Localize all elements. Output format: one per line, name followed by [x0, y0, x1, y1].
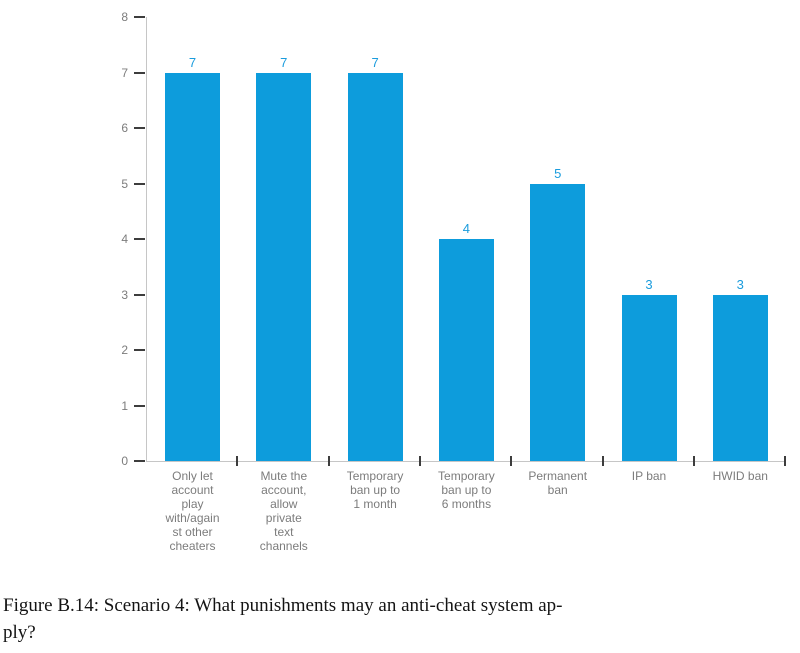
- y-axis-tick: [134, 460, 145, 462]
- bar-value-label: 7: [188, 54, 197, 70]
- y-axis-tick: [134, 238, 145, 240]
- category-boundary-tick: [510, 456, 513, 466]
- x-category-label: Temporary ban up to 1 month: [346, 469, 404, 511]
- y-axis-tick: [134, 293, 145, 296]
- y-axis-tick: [134, 349, 145, 351]
- y-axis-label: 5: [121, 176, 128, 191]
- y-axis-label: 6: [121, 121, 128, 135]
- bar: [438, 239, 494, 461]
- bar: [530, 183, 586, 461]
- x-axis-line: [146, 461, 786, 462]
- x-category-label: Temporary ban up to 6 months: [438, 469, 495, 511]
- bar-value-label: 7: [371, 54, 379, 70]
- category-boundary-tick: [601, 456, 604, 466]
- y-axis-label: 3: [121, 287, 128, 302]
- bar: [621, 294, 677, 461]
- bar-value-label: 3: [736, 276, 744, 292]
- y-axis-label: 8: [121, 10, 128, 24]
- bar-value-label: 7: [280, 54, 288, 70]
- y-axis-label: 0: [121, 454, 128, 468]
- bar-chart: 0 1 2 3 4 5 6 7 8 7 Only let account play with/aga…: [121, 10, 787, 553]
- y-axis-tick: [134, 127, 145, 129]
- x-category-label: HWID ban: [712, 469, 768, 483]
- category-boundary-tick: [784, 456, 787, 466]
- category-boundary-tick: [236, 456, 239, 466]
- y-axis-label: 7: [121, 65, 128, 80]
- category-boundary-tick: [692, 456, 695, 466]
- bar-value-label: 4: [462, 221, 470, 236]
- category-boundary-tick: [418, 456, 421, 466]
- y-axis-label: 4: [121, 232, 128, 246]
- x-category-label: Permanent ban: [528, 469, 588, 497]
- bar: [712, 294, 768, 461]
- y-axis-tick: [134, 182, 145, 185]
- y-axis-line: [146, 17, 147, 461]
- y-axis-tick: [134, 16, 145, 18]
- y-axis-label: 2: [121, 343, 128, 357]
- bar: [165, 72, 220, 461]
- x-category-label: Only let account play with/again st othe…: [165, 469, 220, 553]
- bar: [347, 72, 403, 461]
- category-boundary-tick: [327, 456, 330, 466]
- bar-value-label: 5: [554, 165, 562, 181]
- figure-caption: Figure B.14: Scenario 4: What punishment…: [3, 595, 563, 643]
- y-axis-label: 1: [121, 398, 128, 413]
- y-axis-tick: [134, 404, 145, 407]
- y-axis-tick: [134, 71, 145, 74]
- x-category-label: IP ban: [631, 469, 667, 483]
- bar: [256, 72, 312, 461]
- x-category-label: Mute the account, allow private text cha…: [259, 469, 308, 553]
- bar-value-label: 3: [645, 276, 653, 292]
